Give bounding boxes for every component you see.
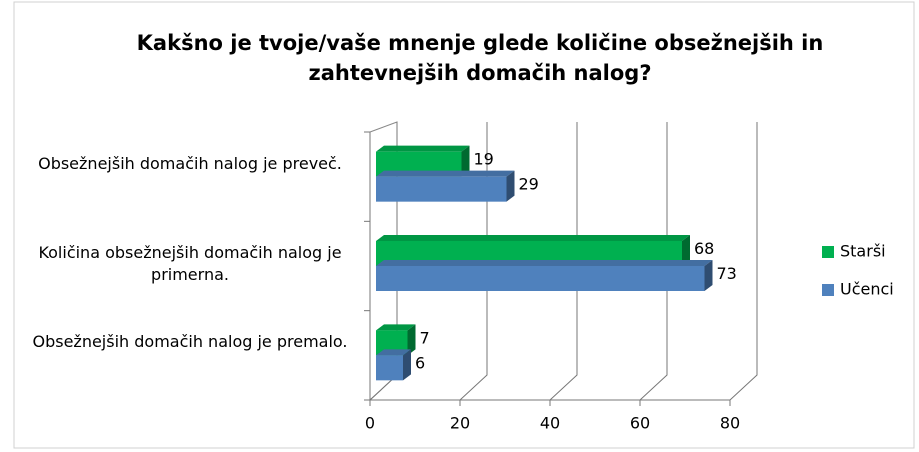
value-label: 29 — [519, 175, 539, 194]
bar-top — [376, 349, 411, 356]
category-label: Količina obsežnejših domačih nalog je pr… — [38, 243, 342, 284]
bar-side — [682, 235, 690, 266]
grid-line — [549, 122, 578, 401]
bar-side — [461, 145, 470, 177]
bar — [376, 355, 403, 381]
x-tick-label: 80 — [720, 414, 740, 433]
value-label: 73 — [717, 264, 737, 283]
bar-top — [376, 324, 416, 331]
border — [13, 1, 915, 449]
grid-line — [639, 122, 668, 401]
x-tick-label: 60 — [630, 414, 650, 433]
bar-top — [376, 235, 690, 241]
x-tick-label: 40 — [540, 414, 560, 433]
bar — [376, 266, 705, 291]
x-tick-label: 0 — [365, 414, 375, 433]
legend-label: Starši — [840, 242, 886, 261]
legend-swatch — [822, 246, 834, 258]
legend-swatch — [822, 284, 834, 296]
bar-side — [407, 324, 416, 356]
bar-side — [704, 260, 713, 291]
bar-top — [376, 145, 470, 152]
value-label: 19 — [474, 150, 494, 169]
bar-top — [376, 260, 713, 266]
category-label: Obsežnejših domačih nalog je premalo. — [32, 332, 348, 352]
category-label: Obsežnejših domačih nalog je preveč. — [38, 153, 342, 173]
value-label: 68 — [694, 239, 714, 258]
bar — [376, 176, 507, 202]
chart-title: Kakšno je tvoje/vaše mnenje glede količi… — [136, 31, 824, 85]
legend-label: Učenci — [840, 280, 894, 299]
grid-line — [459, 122, 488, 401]
bar-side — [506, 170, 515, 202]
value-label: 7 — [420, 328, 430, 347]
x-tick-label: 20 — [450, 414, 470, 433]
bar-side — [403, 349, 411, 381]
value-label: 6 — [415, 353, 425, 372]
grid-line — [729, 122, 758, 401]
bar-top — [376, 170, 515, 177]
